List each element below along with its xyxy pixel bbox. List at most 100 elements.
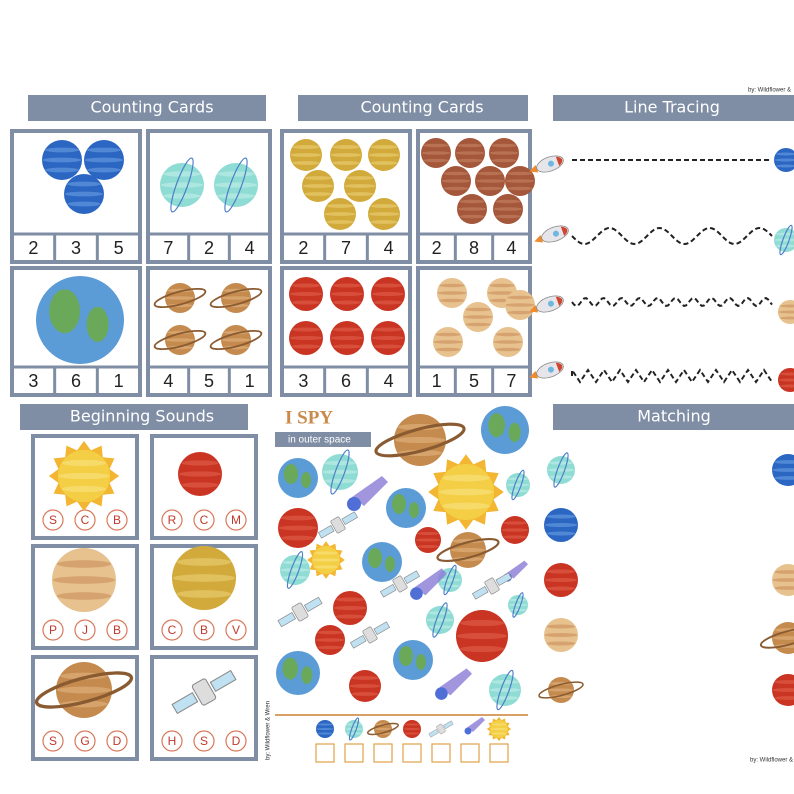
planet-band — [332, 300, 362, 305]
card-number: 2 — [432, 238, 442, 258]
planet-band — [465, 322, 491, 327]
planet-body — [276, 651, 320, 695]
letter: D — [113, 734, 122, 748]
planet-band — [181, 460, 219, 466]
planet — [778, 368, 794, 392]
satellite — [349, 621, 391, 649]
satellite-panel — [171, 691, 199, 715]
comet-tail — [506, 560, 528, 579]
planet-band — [373, 300, 403, 305]
card-number: 1 — [245, 371, 255, 391]
planet-band — [330, 291, 364, 297]
rocket — [529, 155, 564, 173]
planet — [178, 452, 222, 496]
satellite-panel — [379, 583, 397, 598]
planet-band — [345, 727, 363, 731]
planet — [489, 138, 519, 168]
planet-band — [291, 327, 321, 332]
planet-band — [439, 298, 465, 303]
planet-ring — [511, 469, 525, 501]
planet-band — [441, 179, 471, 183]
letter-circle — [193, 730, 215, 752]
planet — [344, 170, 376, 202]
planet-band — [56, 592, 112, 600]
letter-circle — [161, 619, 183, 641]
planet-band — [779, 384, 794, 388]
planet-band — [505, 303, 535, 307]
planet — [506, 469, 530, 501]
planet — [481, 406, 529, 454]
planet — [289, 321, 323, 355]
planet-band — [316, 727, 334, 731]
satellite-panel — [303, 596, 323, 613]
letter-circle — [161, 730, 183, 752]
planet — [34, 662, 134, 718]
planet-band — [416, 531, 440, 536]
planet-band — [335, 597, 365, 602]
panel-title: Beginning Sounds — [70, 407, 214, 426]
satellite-panel — [341, 511, 359, 526]
planet — [330, 139, 362, 171]
rocket-flame — [529, 165, 539, 173]
planet-band — [221, 296, 251, 300]
comet — [464, 717, 485, 735]
planet-band — [326, 220, 354, 224]
rocket — [529, 361, 564, 379]
planet — [371, 277, 405, 311]
planet-band — [280, 568, 310, 572]
planet-body — [36, 276, 124, 364]
header-bar — [20, 404, 248, 430]
comet-head — [435, 687, 448, 700]
planet-band — [332, 161, 360, 165]
planet-band — [503, 521, 527, 525]
satellite-panel — [428, 728, 439, 738]
planet-band — [324, 212, 356, 216]
planet-band — [332, 344, 362, 349]
subtitle-bar — [275, 432, 371, 447]
letter: B — [113, 623, 121, 637]
planet — [345, 717, 363, 741]
planet-band — [346, 192, 374, 196]
planet-band — [415, 538, 441, 542]
letter: B — [200, 623, 208, 637]
letter-circle — [74, 509, 96, 531]
planet-ring — [34, 671, 134, 709]
planet-ring — [367, 722, 399, 736]
satellite-body — [362, 626, 378, 644]
card-number: 3 — [28, 371, 38, 391]
planet — [160, 157, 204, 213]
planet — [772, 564, 794, 596]
planet-band — [332, 145, 360, 149]
planet-ring — [374, 422, 466, 458]
planet-band — [546, 586, 576, 591]
planet-band — [312, 558, 340, 562]
planet-band — [221, 338, 251, 342]
planet-band — [371, 291, 405, 297]
letter-circle — [193, 509, 215, 531]
planet-band — [459, 214, 485, 219]
planet — [486, 716, 512, 742]
planet-band — [508, 603, 528, 607]
comet-tail — [467, 717, 485, 732]
planet — [772, 674, 794, 706]
rocket-nose — [555, 362, 563, 372]
comet-tail — [414, 568, 447, 596]
planet-band — [394, 436, 446, 444]
planet — [426, 602, 454, 638]
satellite-body — [436, 723, 446, 735]
planet — [772, 454, 794, 486]
answer-box — [344, 743, 364, 763]
satellite — [471, 572, 513, 600]
planet-band — [544, 577, 578, 583]
satellite — [317, 511, 359, 539]
planet — [463, 302, 493, 332]
planet — [324, 198, 356, 230]
planet — [330, 277, 364, 311]
letter-circle — [74, 730, 96, 752]
rocket-flame — [529, 305, 539, 313]
letter: C — [81, 513, 90, 527]
letter: C — [168, 623, 177, 637]
planet-band — [774, 696, 794, 700]
planet-band — [330, 153, 362, 157]
credit: by: Wildflower & Wren — [266, 701, 272, 760]
